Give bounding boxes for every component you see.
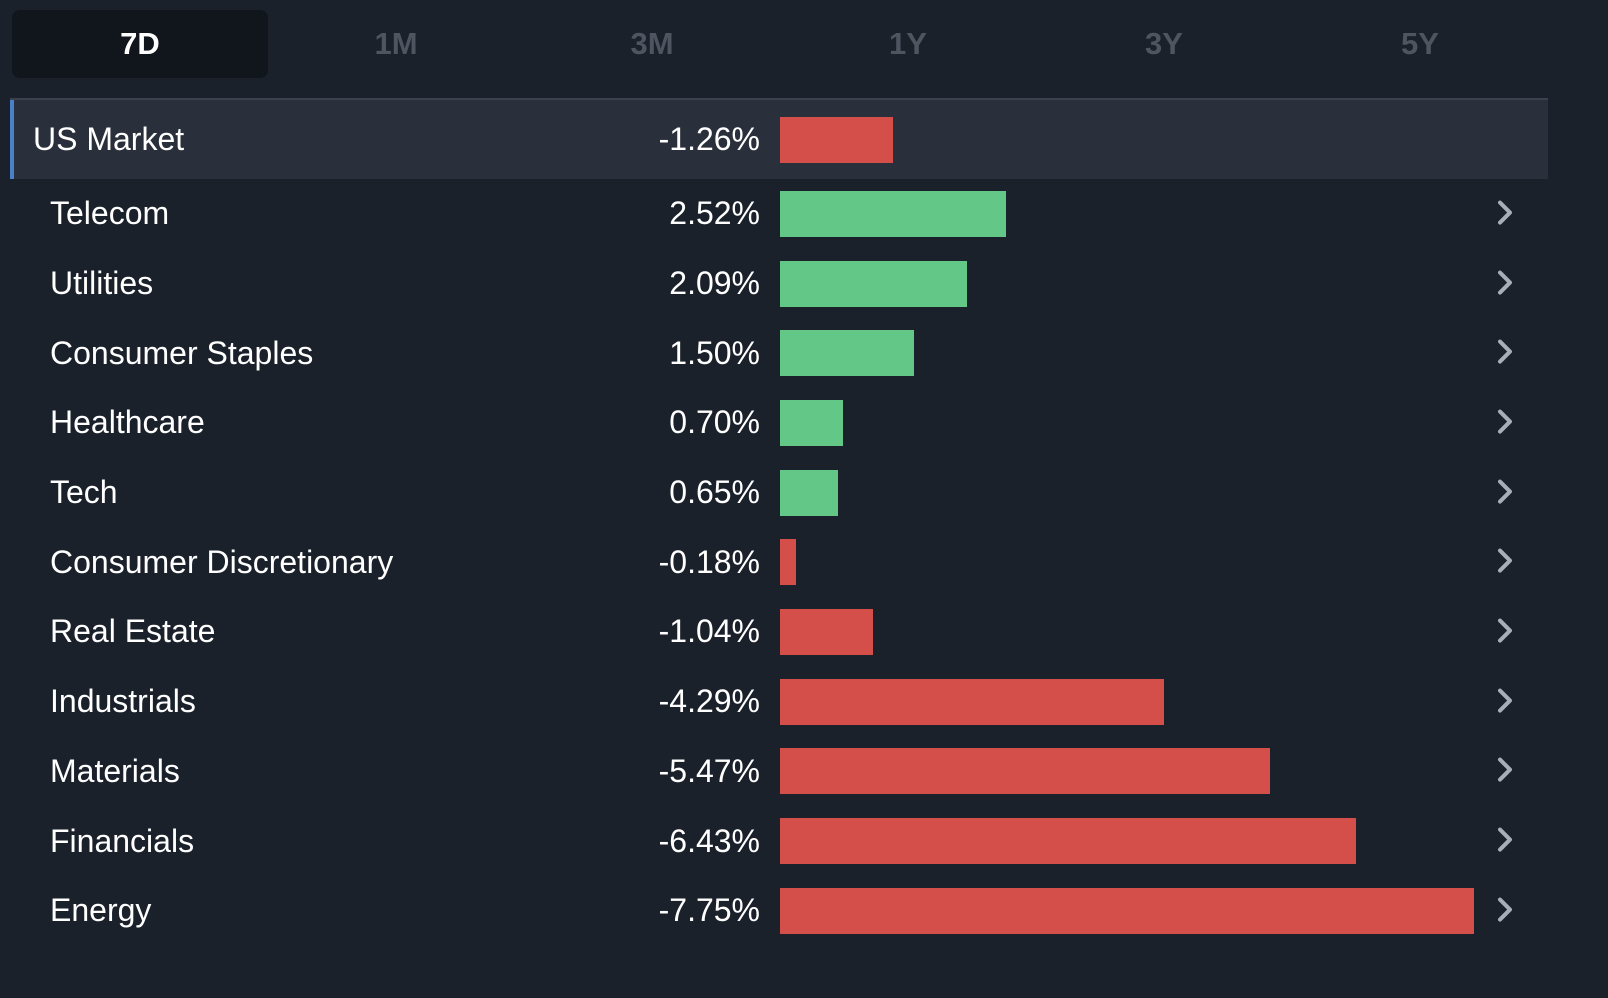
sector-bar-tech <box>780 469 839 516</box>
chevron-right-icon[interactable] <box>1494 268 1516 296</box>
sector-value: -4.29% <box>658 683 760 720</box>
sector-label: Utilities <box>50 265 154 302</box>
chevron-right-icon[interactable] <box>1494 547 1516 575</box>
chevron-right-icon[interactable] <box>1494 826 1516 854</box>
sector-row-tech[interactable]: Tech 0.65% <box>10 458 1548 528</box>
sector-value: 0.70% <box>669 404 760 441</box>
chevron-right-icon[interactable] <box>1494 477 1516 505</box>
sector-row-utilities[interactable]: Utilities 2.09% <box>10 249 1548 319</box>
row-us-market: US Market -1.26% <box>10 100 1548 179</box>
sector-label: Financials <box>50 822 195 859</box>
sector-value: -0.18% <box>658 543 760 580</box>
sector-value: 0.65% <box>669 474 760 511</box>
tab-1y[interactable]: 1Y <box>889 26 927 61</box>
sector-value: -7.75% <box>658 892 760 929</box>
chevron-right-icon[interactable] <box>1494 686 1516 714</box>
sector-value: -6.43% <box>658 822 760 859</box>
sector-bar-energy <box>780 887 1474 934</box>
sector-label: Healthcare <box>50 404 205 441</box>
sector-bar-materials <box>780 748 1270 795</box>
sector-label: Tech <box>50 474 118 511</box>
market-value: -1.26% <box>658 121 760 157</box>
chevron-right-icon[interactable] <box>1494 756 1516 784</box>
sector-bar-healthcare <box>780 399 843 446</box>
sector-label: Real Estate <box>50 613 216 650</box>
sector-row-energy[interactable]: Energy -7.75% <box>10 876 1548 946</box>
tab-3m[interactable]: 3M <box>630 26 674 61</box>
sector-row-industrials[interactable]: Industrials -4.29% <box>10 667 1548 737</box>
chevron-right-icon[interactable] <box>1494 895 1516 923</box>
sector-row-real-estate[interactable]: Real Estate -1.04% <box>10 597 1548 667</box>
sector-label: Energy <box>50 892 152 929</box>
sector-label: Telecom <box>50 195 170 232</box>
sector-bar-real-estate <box>780 608 874 655</box>
tab-5y[interactable]: 5Y <box>1401 26 1439 61</box>
sector-row-consumer-staples[interactable]: Consumer Staples 1.50% <box>10 318 1548 388</box>
sector-row-materials[interactable]: Materials -5.47% <box>10 737 1548 807</box>
sector-label: Consumer Discretionary <box>50 543 394 580</box>
chevron-right-icon[interactable] <box>1494 198 1516 226</box>
sector-bar-financials <box>780 818 1356 865</box>
sector-bar-industrials <box>780 678 1165 725</box>
sector-value: -5.47% <box>658 752 760 789</box>
sector-row-financials[interactable]: Financials -6.43% <box>10 806 1548 876</box>
sector-label: Consumer Staples <box>50 334 314 371</box>
sector-row-healthcare[interactable]: Healthcare 0.70% <box>10 388 1548 458</box>
sector-label: Industrials <box>50 683 196 720</box>
sector-value: 2.09% <box>669 265 760 302</box>
tab-7d[interactable]: 7D <box>12 10 268 78</box>
market-label: US Market <box>33 121 185 157</box>
tab-3y[interactable]: 3Y <box>1145 26 1183 61</box>
tabs-divider <box>10 98 1548 100</box>
chevron-right-icon[interactable] <box>1494 338 1516 366</box>
tab-1m[interactable]: 1M <box>374 26 418 61</box>
sector-value: 2.52% <box>669 195 760 232</box>
sector-value: 1.50% <box>669 334 760 371</box>
chevron-right-icon[interactable] <box>1494 617 1516 645</box>
sector-label: Materials <box>50 752 180 789</box>
sector-value: -1.04% <box>658 613 760 650</box>
sector-performance-list: US Market -1.26% Telecom 2.52% Utilities 2.… <box>10 100 1548 946</box>
sector-bar-consumer-discretionary <box>780 539 797 586</box>
sector-bar-utilities <box>780 260 968 307</box>
sector-bar-telecom <box>780 190 1006 237</box>
market-bar <box>780 116 893 163</box>
sector-row-telecom[interactable]: Telecom 2.52% <box>10 179 1548 249</box>
chevron-right-icon[interactable] <box>1494 408 1516 436</box>
sector-bar-consumer-staples <box>780 330 915 377</box>
timeframe-tabs: 7D 1M 3M 1Y 3Y 5Y <box>12 10 1548 78</box>
sector-row-consumer-discretionary[interactable]: Consumer Discretionary -0.18% <box>10 527 1548 597</box>
